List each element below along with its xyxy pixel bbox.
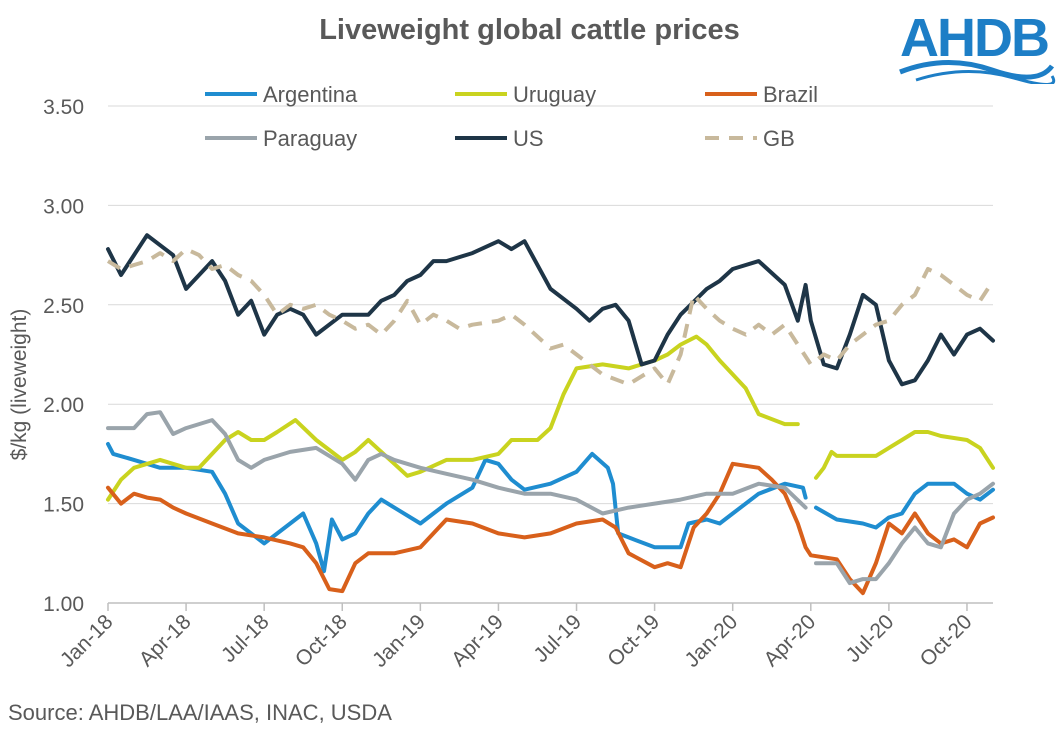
svg-text:AHDB: AHDB: [900, 8, 1048, 68]
x-tick-label: Jul-18: [217, 610, 274, 667]
x-tick-label: Jan-20: [681, 610, 743, 672]
series-line-argentina: [814, 481, 995, 530]
legend-label-paraguay: Paraguay: [263, 126, 357, 151]
series-line-paraguay: [106, 410, 808, 516]
legend-label-gb: GB: [763, 126, 795, 151]
source-note: Source: AHDB/LAA/IAAS, INAC, USDA: [8, 700, 392, 725]
legend-label-brazil: Brazil: [763, 82, 818, 107]
y-tick-label: 3.00: [43, 195, 84, 218]
series-line-paraguay: [814, 481, 995, 586]
ahdb-logo: AHDB: [899, 8, 1056, 84]
chart-title: Liveweight global cattle prices: [319, 14, 740, 46]
legend-label-argentina: Argentina: [263, 82, 358, 107]
x-tick-label: Jul-20: [842, 610, 899, 667]
x-tick-label: Oct-20: [916, 610, 977, 671]
series-line-uruguay: [814, 430, 995, 480]
x-tick-label: Apr-19: [447, 610, 508, 671]
y-tick-label: 3.50: [43, 96, 84, 119]
series-line-uruguay: [106, 334, 800, 502]
x-tick-label: Jul-19: [529, 610, 586, 667]
series-line-argentina: [106, 442, 808, 574]
series-line-us: [106, 233, 995, 387]
y-axis-title: $/kg (liveweight): [8, 309, 31, 461]
legend-label-uruguay: Uruguay: [513, 82, 596, 107]
x-tick-label: Apr-18: [135, 610, 196, 671]
x-tick-label: Oct-18: [291, 610, 352, 671]
series-lines: [106, 233, 995, 596]
y-tick-label: 2.00: [43, 394, 84, 417]
series-line-gb: [106, 247, 995, 387]
x-tick-label: Apr-20: [759, 610, 820, 671]
x-tick-label: Oct-19: [603, 610, 664, 671]
y-tick-label: 2.50: [43, 295, 84, 318]
legend: Argentina Uruguay Brazil Paraguay US GB: [205, 82, 818, 151]
series-line-brazil: [106, 461, 995, 596]
x-tick-label: Jan-18: [56, 610, 118, 672]
y-tick-label: 1.50: [43, 494, 84, 517]
legend-label-us: US: [513, 126, 544, 151]
y-tick-label: 1.00: [43, 593, 84, 616]
axes: 1.00 1.50 2.00 2.50 3.00 3.50 Jan-18 Apr-18 Jul-…: [8, 96, 993, 672]
x-tick-label: Jan-19: [368, 610, 430, 672]
grid-lines: [108, 105, 993, 505]
